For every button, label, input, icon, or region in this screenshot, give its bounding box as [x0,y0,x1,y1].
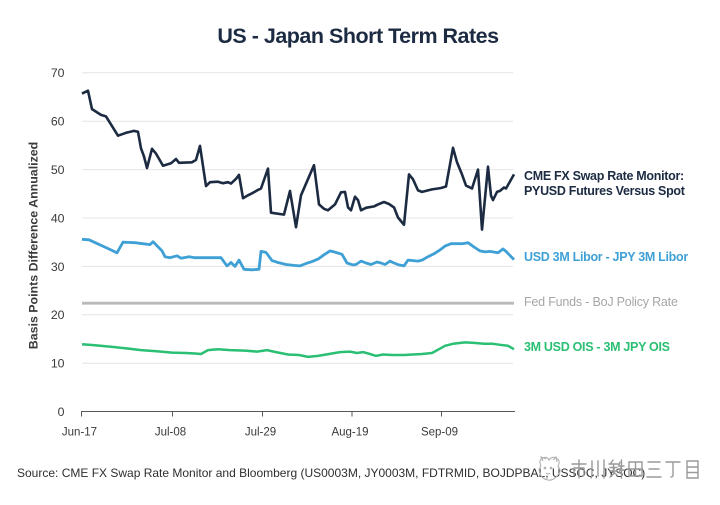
svg-text:USD 3M Libor - JPY 3M Libor: USD 3M Libor - JPY 3M Libor [524,250,688,264]
svg-text:US - Japan Short Term Rates: US - Japan Short Term Rates [217,24,499,48]
svg-text:60: 60 [51,115,65,129]
svg-text:0: 0 [58,405,65,419]
svg-text:30: 30 [51,260,65,274]
svg-text:Source: CME FX Swap Rate Monit: Source: CME FX Swap Rate Monitor and Blo… [17,466,645,480]
svg-text:3M USD OIS - 3M JPY OIS: 3M USD OIS - 3M JPY OIS [524,340,670,354]
svg-text:Sep-09: Sep-09 [421,426,458,438]
svg-text:Fed Funds - BoJ Policy Rate: Fed Funds - BoJ Policy Rate [524,295,678,309]
svg-text:50: 50 [51,163,65,177]
svg-text:20: 20 [51,308,65,322]
svg-text:40: 40 [51,211,65,225]
svg-text:Jun-17: Jun-17 [62,426,97,438]
svg-text:CME FX Swap Rate Monitor:: CME FX Swap Rate Monitor: [524,169,684,183]
svg-text:70: 70 [51,66,65,80]
svg-text:Aug-19: Aug-19 [331,426,368,438]
svg-text:10: 10 [51,357,65,371]
svg-text:Basis Points Difference Annual: Basis Points Difference Annualized [27,142,41,349]
svg-text:Jul-08: Jul-08 [155,426,186,438]
svg-text:PYUSD Futures Versus Spot: PYUSD Futures Versus Spot [524,184,686,198]
svg-text:Jul-29: Jul-29 [245,426,276,438]
